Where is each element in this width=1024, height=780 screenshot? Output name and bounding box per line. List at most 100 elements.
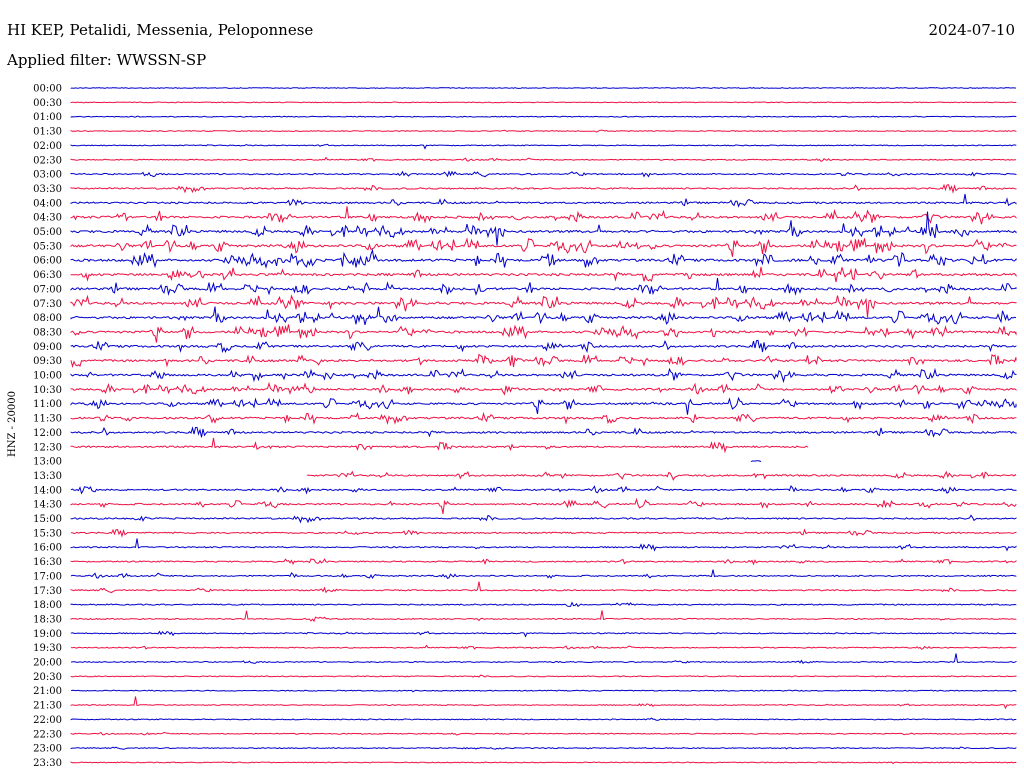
trace-row (70, 514, 1017, 524)
trace-row (70, 674, 1017, 678)
time-tick-label: 10:30 (33, 385, 62, 396)
time-tick-label: 03:00 (33, 170, 62, 181)
time-tick-label: 12:30 (33, 442, 62, 453)
time-tick-label: 21:00 (33, 686, 62, 697)
trace-row (70, 528, 1017, 538)
trace-row (70, 601, 1017, 608)
date-label: 2024-07-10 (928, 21, 1015, 39)
time-tick-label: 13:00 (33, 457, 62, 468)
time-tick-label: 04:30 (33, 213, 62, 224)
trace-row (70, 277, 1017, 296)
trace-row (70, 717, 1017, 721)
trace-row (70, 411, 1017, 426)
trace-row (70, 156, 1016, 162)
time-tick-label: 17:30 (33, 586, 62, 597)
trace-row (70, 538, 1017, 552)
trace-row (306, 470, 1017, 481)
trace-row (70, 129, 1017, 133)
trace-row (70, 396, 1017, 415)
time-tick-label: 15:00 (33, 514, 62, 525)
filter-label: Applied filter: WWSSN-SP (7, 51, 207, 69)
time-tick-label: 01:00 (33, 112, 62, 123)
time-tick-label: 07:00 (33, 284, 62, 295)
time-tick-label: 03:30 (33, 184, 62, 195)
trace-row (70, 237, 1017, 257)
trace-row (70, 183, 1017, 194)
time-tick-label: 08:30 (33, 327, 62, 338)
trace-row (70, 339, 1017, 354)
time-tick-label: 06:00 (33, 256, 62, 267)
time-tick-label: 19:30 (33, 643, 62, 654)
time-tick-label: 00:30 (33, 98, 62, 109)
trace-row (70, 206, 1017, 225)
time-tick-label: 23:30 (33, 758, 62, 769)
time-tick-label: 01:30 (33, 127, 62, 138)
seismogram-traces (70, 87, 1017, 765)
trace-row (70, 426, 1017, 438)
time-tick-label: 05:30 (33, 241, 62, 252)
time-tick-label: 07:30 (33, 299, 62, 310)
trace-row (70, 696, 1017, 710)
trace-row (70, 610, 1017, 623)
time-tick-label: 16:00 (33, 543, 62, 554)
trace-row (70, 266, 1017, 283)
trace-row (70, 115, 1017, 118)
time-tick-label: 23:00 (33, 744, 62, 755)
time-tick-label: 04:00 (33, 198, 62, 209)
time-tick-label: 22:00 (33, 715, 62, 726)
trace-row (70, 558, 1017, 566)
time-tick-label: 18:00 (33, 600, 62, 611)
trace-row (70, 569, 1017, 580)
time-tick-label: 09:30 (33, 356, 62, 367)
time-tick-label: 13:30 (33, 471, 62, 482)
trace-row (750, 460, 762, 462)
trace-row (70, 353, 1017, 369)
time-tick-label: 16:30 (33, 557, 62, 568)
y-axis-label: HNZ - 20000 (7, 391, 18, 457)
time-tick-label: 14:30 (33, 500, 62, 511)
trace-row (70, 101, 1017, 104)
trace-row (70, 644, 1017, 650)
trace-row (70, 731, 1017, 736)
trace-row (70, 630, 1017, 638)
trace-row (70, 193, 1017, 208)
trace-row (70, 143, 1017, 150)
trace-row (70, 484, 1017, 495)
time-tick-label: 11:30 (33, 414, 62, 425)
trace-row (70, 367, 1017, 384)
time-tick-label: 19:00 (33, 629, 62, 640)
time-tick-label: 10:00 (33, 371, 62, 382)
trace-row (70, 437, 809, 454)
time-tick-label: 17:00 (33, 571, 62, 582)
trace-row (70, 746, 1017, 750)
time-tick-label: 18:30 (33, 614, 62, 625)
trace-row (70, 306, 1017, 326)
trace-row (70, 248, 1017, 269)
time-tick-label: 00:00 (33, 84, 62, 95)
time-tick-label: 11:00 (33, 399, 62, 410)
station-title: HI KEP, Petalidi, Messenia, Peloponnese (7, 21, 314, 39)
trace-row (70, 653, 1017, 665)
time-tick-label: 05:00 (33, 227, 62, 238)
trace-row (70, 581, 1017, 594)
trace-row (70, 497, 1017, 514)
trace-row (70, 761, 1017, 765)
trace-row (70, 294, 1017, 318)
trace-row (70, 170, 1017, 178)
time-tick-label: 06:30 (33, 270, 62, 281)
time-tick-label: 20:00 (33, 658, 62, 669)
time-tick-label: 15:30 (33, 528, 62, 539)
trace-row (70, 381, 1017, 396)
time-tick-labels: 00:00 00:30 01:00 01:30 02:00 02:30 03:00 03:30… (33, 84, 62, 769)
time-tick-label: 20:30 (33, 672, 62, 683)
trace-row (70, 324, 1017, 343)
time-tick-label: 02:00 (33, 141, 62, 152)
time-tick-label: 14:00 (33, 485, 62, 496)
time-tick-label: 12:00 (33, 428, 62, 439)
time-tick-label: 08:00 (33, 313, 62, 324)
time-tick-label: 09:00 (33, 342, 62, 353)
time-tick-label: 21:30 (33, 701, 62, 712)
trace-row (70, 87, 1016, 89)
trace-row (70, 689, 1017, 693)
